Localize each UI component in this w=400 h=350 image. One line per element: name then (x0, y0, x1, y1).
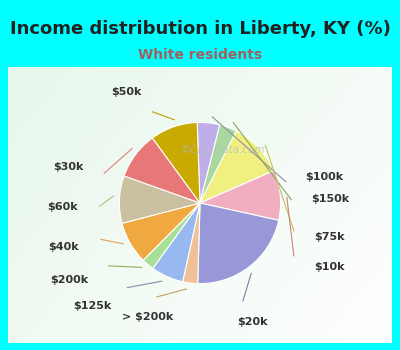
Text: $125k: $125k (73, 301, 111, 311)
Text: ©City-Data.com: ©City-Data.com (180, 145, 265, 155)
Text: $200k: $200k (51, 275, 89, 285)
Text: $40k: $40k (48, 242, 79, 252)
Wedge shape (200, 125, 236, 203)
Wedge shape (197, 122, 220, 203)
Wedge shape (153, 203, 200, 282)
Text: $30k: $30k (53, 162, 83, 172)
Wedge shape (183, 203, 200, 284)
Text: $10k: $10k (314, 262, 345, 273)
Wedge shape (152, 122, 200, 203)
Text: $100k: $100k (305, 172, 343, 182)
Wedge shape (200, 171, 281, 220)
Text: > $200k: > $200k (122, 313, 173, 322)
Text: $50k: $50k (112, 87, 142, 97)
Text: $60k: $60k (47, 202, 78, 212)
Wedge shape (122, 203, 200, 260)
Wedge shape (119, 176, 200, 223)
Text: $75k: $75k (314, 232, 345, 242)
Text: $150k: $150k (311, 194, 349, 204)
Wedge shape (143, 203, 200, 268)
Wedge shape (124, 138, 200, 203)
Text: $20k: $20k (237, 317, 268, 327)
Wedge shape (198, 203, 279, 284)
Text: Income distribution in Liberty, KY (%): Income distribution in Liberty, KY (%) (10, 20, 390, 37)
Wedge shape (200, 131, 274, 203)
Text: White residents: White residents (138, 48, 262, 62)
